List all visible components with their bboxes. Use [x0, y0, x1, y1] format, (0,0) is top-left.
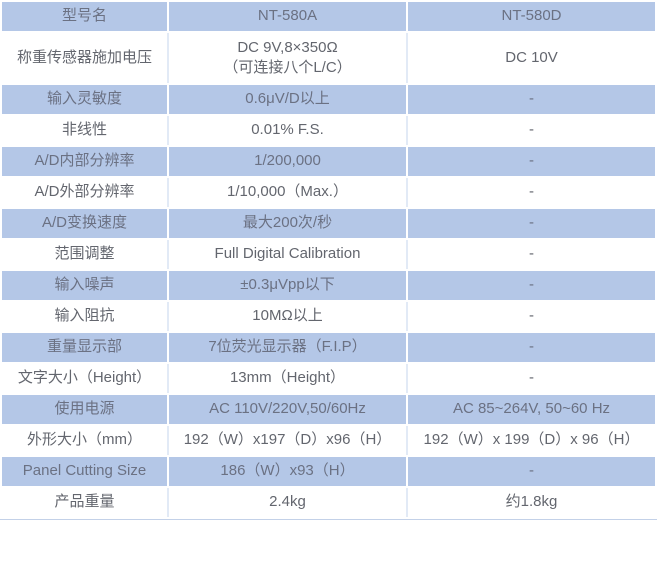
nt-580a-value-cell: NT-580A: [169, 2, 406, 31]
nt-580a-value-cell: 186（W）x93（H）: [169, 457, 406, 486]
spec-label-cell: 外形大小（mm）: [2, 426, 167, 455]
nt-580a-value-cell: 192（W）x197（D）x96（H）: [169, 426, 406, 455]
spec-label-cell: 称重传感器施加电压: [2, 33, 167, 83]
spec-label-cell: A/D内部分辨率: [2, 147, 167, 176]
table-bottom-border: [0, 519, 657, 520]
nt-580d-value-cell: -: [408, 364, 655, 393]
nt-580d-value-cell: DC 10V: [408, 33, 655, 83]
table-row: Panel Cutting Size 186（W）x93（H） -: [2, 457, 655, 486]
spec-label-cell: A/D变换速度: [2, 209, 167, 238]
nt-580a-value-cell: 10MΩ以上: [169, 302, 406, 331]
nt-580a-value-cell: 7位荧光显示器（F.I.P）: [169, 333, 406, 362]
nt-580a-value-cell: Full Digital Calibration: [169, 240, 406, 269]
nt-580d-value-cell: -: [408, 178, 655, 207]
nt-580d-value-cell: AC 85~264V, 50~60 Hz: [408, 395, 655, 424]
product-spec-table: 型号名 NT-580A NT-580D 称重传感器施加电压 DC 9V,8×350Ω （…: [2, 2, 655, 517]
table-row: 输入灵敏度 0.6μV/D以上 -: [2, 85, 655, 114]
nt-580a-value-cell: AC 110V/220V,50/60Hz: [169, 395, 406, 424]
table-row: 输入噪声 ±0.3μVpp以下 -: [2, 271, 655, 300]
table-row: 范围调整 Full Digital Calibration -: [2, 240, 655, 269]
nt-580a-value-cell: 0.6μV/D以上: [169, 85, 406, 114]
table-row: A/D变换速度 最大200次/秒 -: [2, 209, 655, 238]
nt-580a-value-cell: 1/10,000（Max.）: [169, 178, 406, 207]
spec-label-cell: 重量显示部: [2, 333, 167, 362]
nt-580a-value-cell: DC 9V,8×350Ω （可连接八个L/C）: [169, 33, 406, 83]
nt-580d-value-cell: -: [408, 457, 655, 486]
nt-580d-value-cell: -: [408, 302, 655, 331]
nt-580d-value-cell: 192（W）x 199（D）x 96（H）: [408, 426, 655, 455]
spec-label-cell: 使用电源: [2, 395, 167, 424]
nt-580d-value-cell: -: [408, 333, 655, 362]
nt-580a-value-cell: ±0.3μVpp以下: [169, 271, 406, 300]
table-row: 文字大小（Height） 13mm（Height） -: [2, 364, 655, 393]
table-row: A/D内部分辨率 1/200,000-: [2, 147, 655, 176]
spec-label-cell: A/D外部分辨率: [2, 178, 167, 207]
nt-580a-value-cell: 最大200次/秒: [169, 209, 406, 238]
table-row: 非线性 0.01% F.S. -: [2, 116, 655, 145]
spec-label-cell: 输入噪声: [2, 271, 167, 300]
nt-580d-value-cell: 约1.8kg: [408, 488, 655, 517]
nt-580a-value-cell: 0.01% F.S.: [169, 116, 406, 145]
table-row: 称重传感器施加电压 DC 9V,8×350Ω （可连接八个L/C） DC 10V: [2, 33, 655, 83]
spec-label-cell: 型号名: [2, 2, 167, 31]
nt-580d-value-cell: -: [408, 240, 655, 269]
nt-580d-value-cell: -: [408, 85, 655, 114]
table-row: 输入阻抗 10MΩ以上 -: [2, 302, 655, 331]
spec-label-cell: 输入灵敏度: [2, 85, 167, 114]
table-row: 使用电源 AC 110V/220V,50/60Hz AC 85~264V, 50~6…: [2, 395, 655, 424]
spec-label-cell: 非线性: [2, 116, 167, 145]
spec-label-cell: 范围调整: [2, 240, 167, 269]
table-row: 产品重量 2.4kg 约1.8kg: [2, 488, 655, 517]
table-row: A/D外部分辨率 1/10,000（Max.） -: [2, 178, 655, 207]
header-row: 型号名 NT-580A NT-580D: [2, 2, 655, 31]
spec-label-cell: Panel Cutting Size: [2, 457, 167, 486]
nt-580a-value-cell: 13mm（Height）: [169, 364, 406, 393]
nt-580d-value-cell: -: [408, 271, 655, 300]
spec-table-body: 型号名 NT-580A NT-580D 称重传感器施加电压 DC 9V,8×350Ω （…: [2, 2, 655, 517]
spec-label-cell: 输入阻抗: [2, 302, 167, 331]
nt-580d-value-cell: -: [408, 209, 655, 238]
nt-580d-value-cell: NT-580D: [408, 2, 655, 31]
spec-label-cell: 文字大小（Height）: [2, 364, 167, 393]
nt-580d-value-cell: -: [408, 147, 655, 176]
nt-580a-value-cell: 1/200,000: [169, 147, 406, 176]
nt-580a-value-cell: 2.4kg: [169, 488, 406, 517]
table-row: 重量显示部 7位荧光显示器（F.I.P） -: [2, 333, 655, 362]
table-row: 外形大小（mm） 192（W）x197（D）x96（H） 192（W）x 199（D…: [2, 426, 655, 455]
spec-label-cell: 产品重量: [2, 488, 167, 517]
nt-580d-value-cell: -: [408, 116, 655, 145]
